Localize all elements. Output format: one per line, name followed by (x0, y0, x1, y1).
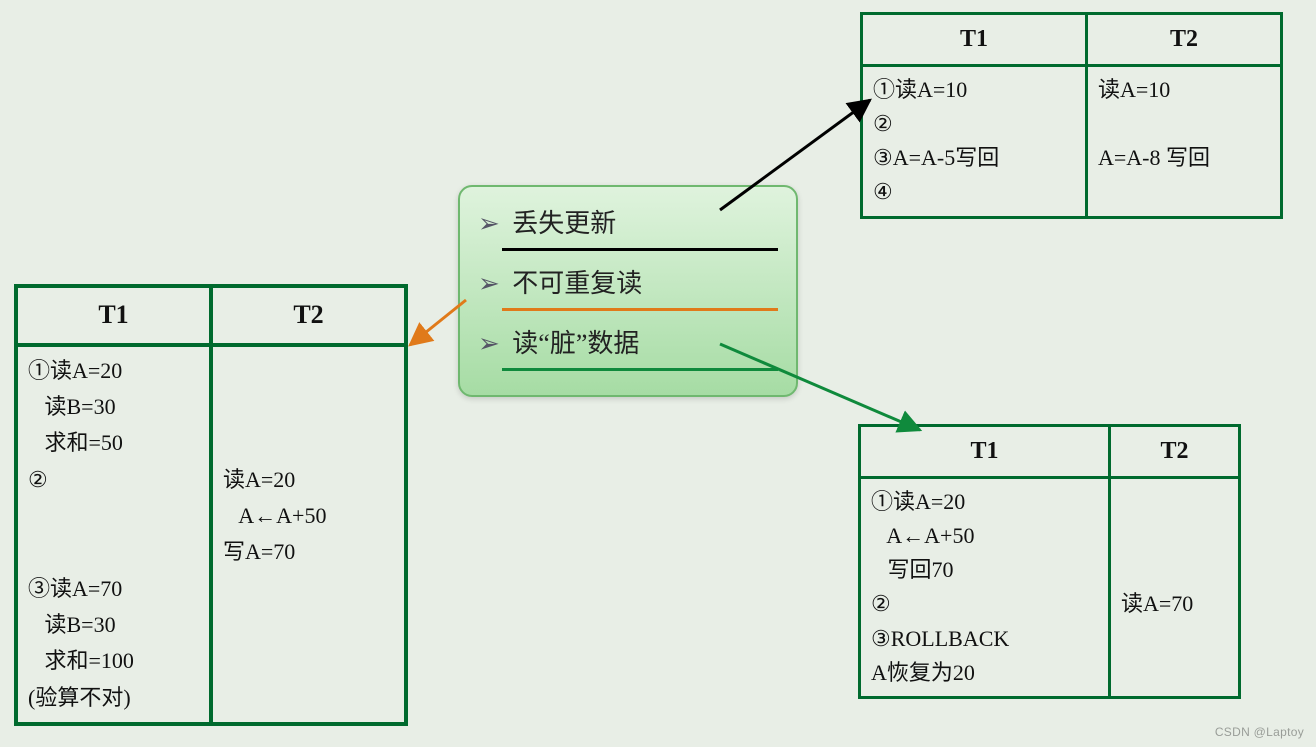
watermark: CSDN @Laptoy (1215, 725, 1304, 739)
table-cell: 读A=70 (1110, 478, 1240, 698)
concept-underline (502, 248, 778, 251)
col-header: T2 (211, 286, 406, 345)
col-header: T2 (1087, 14, 1282, 66)
concept-label: 读“脏”数据 (512, 329, 639, 358)
col-header: T1 (16, 286, 211, 345)
table-nonrepeatable-read: T1 T2 ①读A=20 读B=30 求和=50 ② ③读A=70 读B=30 … (14, 284, 408, 726)
concept-item: ➢ 读“脏”数据 (478, 317, 778, 364)
col-header: T1 (860, 426, 1110, 478)
table-cell: 读A=20 A←A+50 写A=70 (211, 345, 406, 724)
bullet-icon: ➢ (478, 209, 500, 238)
concept-underline (502, 368, 778, 371)
concept-underline (502, 308, 778, 311)
col-header: T1 (862, 14, 1087, 66)
concept-box: ➢ 丢失更新 ➢ 不可重复读 ➢ 读“脏”数据 (458, 185, 798, 397)
table-cell: ①读A=10 ② ③A=A-5写回 ④ (862, 66, 1087, 217)
table-cell: ①读A=20 读B=30 求和=50 ② ③读A=70 读B=30 求和=100… (16, 345, 211, 724)
concept-label: 不可重复读 (512, 269, 642, 298)
table-cell: 读A=10 A=A-8 写回 (1087, 66, 1282, 217)
table-lost-update: T1 T2 ①读A=10 ② ③A=A-5写回 ④ 读A=10 A=A-8 写回 (860, 12, 1283, 219)
concept-label: 丢失更新 (512, 209, 616, 238)
table-cell: ①读A=20 A←A+50 写回70 ② ③ROLLBACK A恢复为20 (860, 478, 1110, 698)
bullet-icon: ➢ (478, 329, 500, 358)
concept-item: ➢ 丢失更新 (478, 197, 778, 244)
col-header: T2 (1110, 426, 1240, 478)
bullet-icon: ➢ (478, 269, 500, 298)
table-dirty-read: T1 T2 ①读A=20 A←A+50 写回70 ② ③ROLLBACK A恢复… (858, 424, 1241, 699)
concept-item: ➢ 不可重复读 (478, 257, 778, 304)
